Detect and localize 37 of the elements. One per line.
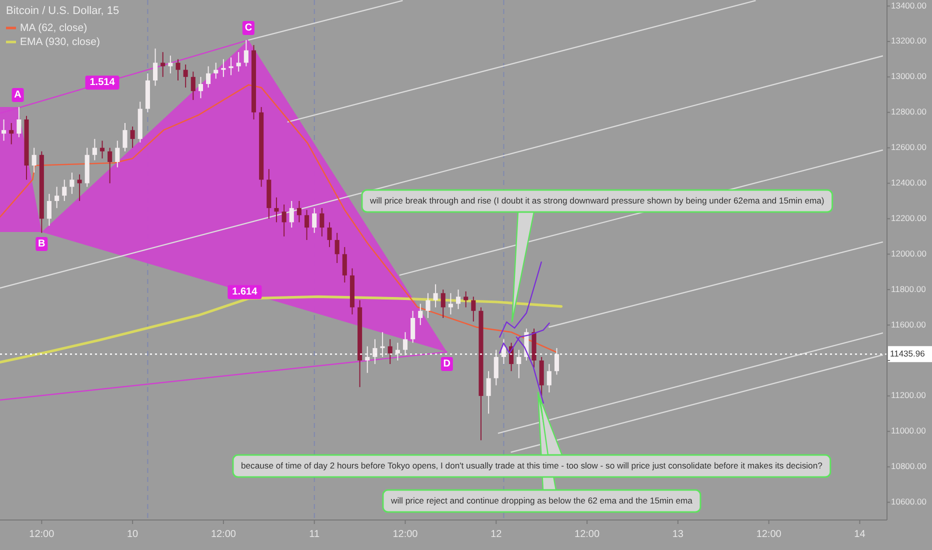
y-tick-label: 11200.00 — [891, 390, 926, 400]
x-tick-label: 12:00 — [210, 529, 236, 540]
y-tick-label: 12600.00 — [891, 142, 927, 152]
x-tick-label: 12:00 — [574, 529, 600, 540]
x-tick-label: 11 — [309, 529, 320, 540]
y-tick-label: 11000.00 — [891, 426, 926, 436]
annotation: C — [244, 22, 252, 34]
y-tick-label: 13400.00 — [891, 0, 927, 10]
annotation: because of time of day 2 hours before Tokyo opens, I don't usually trade at this time - too slow - so will price just consolidate before it makes its decision? — [241, 460, 823, 470]
y-tick-label: 12800.00 — [891, 106, 927, 117]
x-tick-label: 12:00 — [392, 529, 418, 540]
legend-label: MA (62, close) — [20, 22, 88, 34]
annotation: 1.514 — [90, 77, 116, 88]
annotation: A — [14, 90, 22, 101]
ref-line-label: 11435.96 — [890, 348, 926, 358]
y-tick-label: 13000.00 — [891, 71, 927, 82]
legend-label: EMA (930, close) — [20, 36, 100, 48]
y-tick-label: 12200.00 — [891, 212, 927, 223]
y-tick-label: 11800.00 — [891, 284, 926, 294]
x-tick-label: 12:00 — [756, 529, 782, 540]
annotation: 1.614 — [232, 286, 258, 298]
x-tick-label: 14 — [854, 529, 866, 540]
annotation: B — [38, 238, 46, 250]
x-tick-label: 12:00 — [29, 529, 55, 540]
y-tick-label: 10600.00 — [891, 496, 927, 507]
annotation: will price reject and continue dropping as below the 62 ema and the 15min ema — [390, 495, 693, 506]
y-tick-label: 12000.00 — [891, 248, 927, 258]
x-tick-label: 12 — [490, 529, 502, 540]
y-tick-label: 11600.00 — [891, 319, 926, 330]
y-tick-label: 10800.00 — [891, 461, 927, 472]
x-tick-label: 10 — [126, 529, 139, 540]
y-tick-label: 13200.00 — [891, 36, 927, 46]
text: Bitcoin / U.S. Dollar, 15 — [6, 5, 120, 17]
annotation: D — [443, 358, 451, 370]
x-tick-label: 13 — [672, 529, 684, 540]
y-tick-label: 12400.00 — [891, 178, 927, 188]
annotation: will price break through and rise (I doubt it as strong downward pressure shown by being under 62ema and 15min ema) — [369, 195, 824, 206]
